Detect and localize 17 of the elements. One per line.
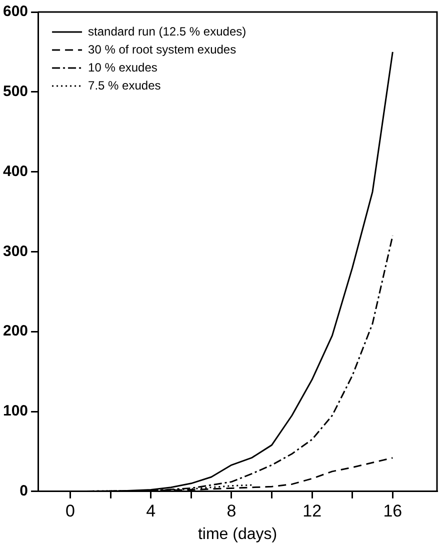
legend-label: 7.5 % exudes — [88, 78, 161, 92]
x-tick-label: 4 — [146, 501, 156, 520]
x-tick-label: 0 — [66, 501, 75, 520]
x-tick-label: 16 — [383, 501, 402, 520]
x-axis-title: time (days) — [198, 526, 278, 543]
legend-label: 30 % of root system exudes — [88, 42, 236, 56]
x-tick-label: 12 — [302, 501, 322, 520]
y-tick-label: 0 — [20, 482, 28, 500]
y-tick-label: 400 — [2, 162, 28, 180]
y-tick-label: 200 — [2, 322, 28, 340]
y-tick-label: 600 — [2, 3, 28, 20]
legend-label: 10 % exudes — [88, 60, 158, 74]
y-tick-label: 100 — [2, 402, 28, 420]
y-tick-label: 300 — [2, 242, 28, 260]
legend-label: standard run (12.5 % exudes) — [88, 24, 246, 38]
x-tick-label: 8 — [226, 501, 236, 520]
y-tick-label: 500 — [2, 83, 28, 100]
